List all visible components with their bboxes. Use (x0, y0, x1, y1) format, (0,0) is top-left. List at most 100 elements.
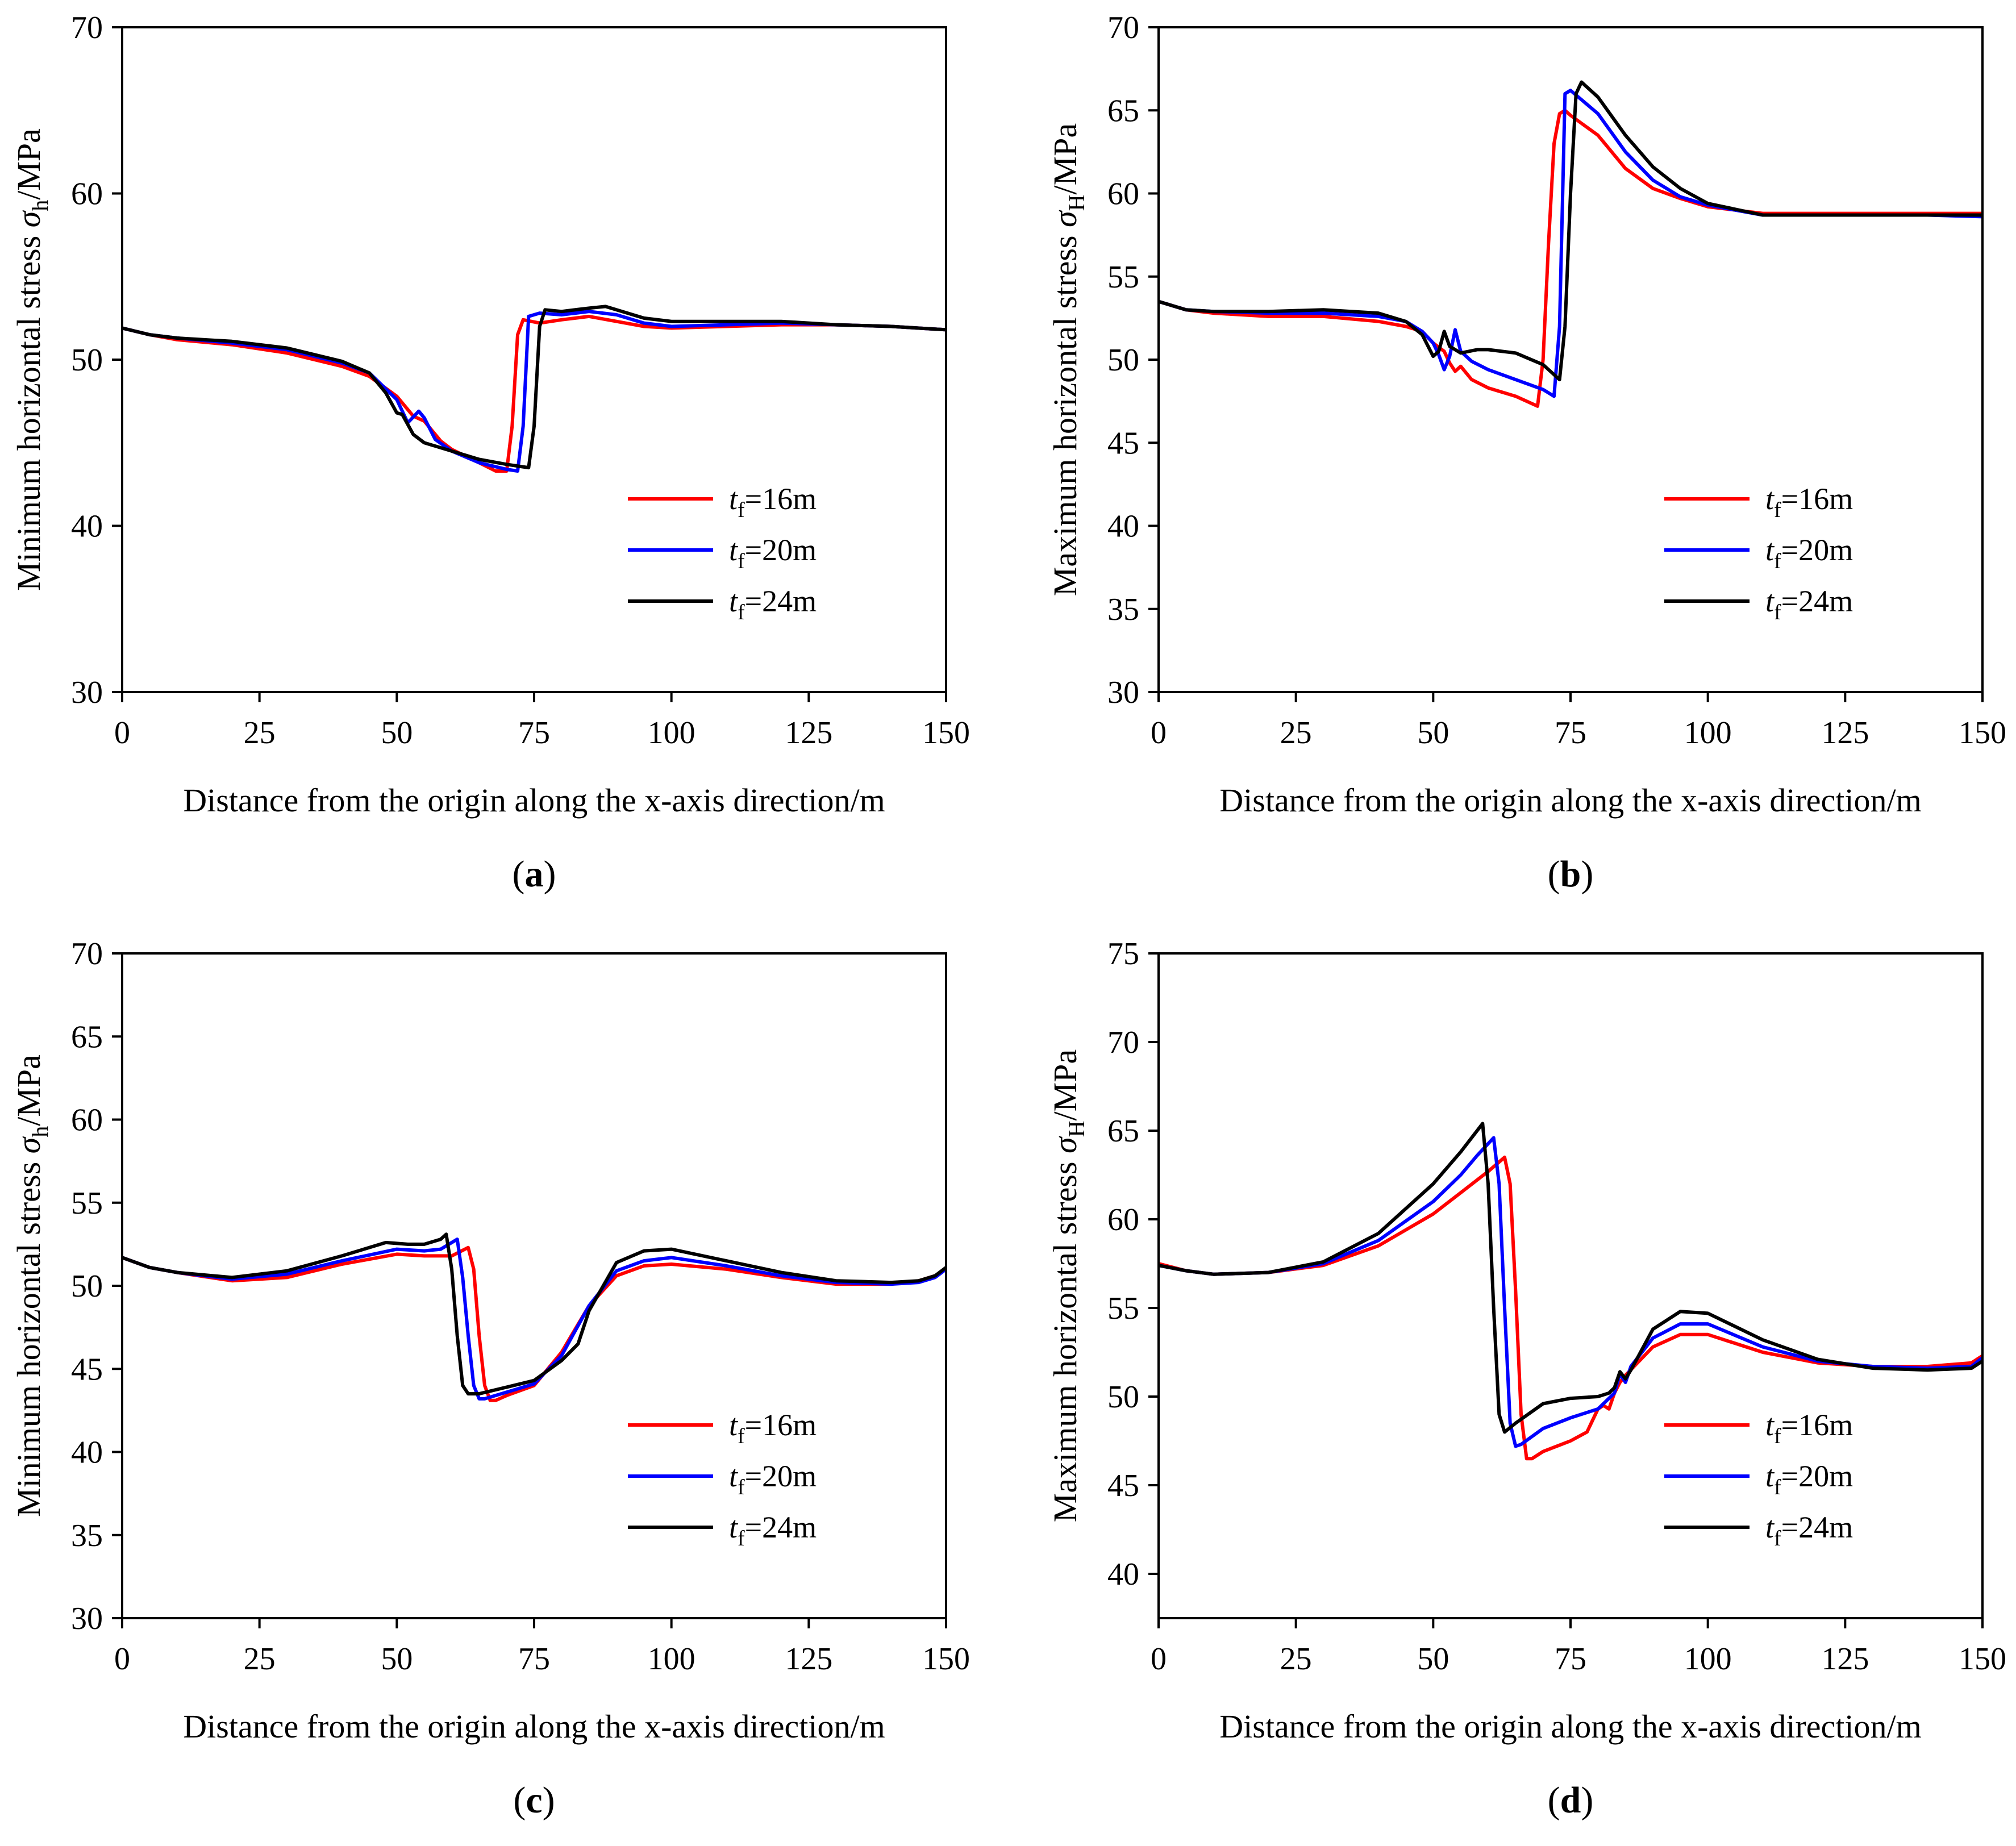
legend-label: tf=20m (1765, 1459, 1853, 1499)
x-tick-label: 125 (785, 715, 832, 751)
x-axis-label: Distance from the origin along the x-axi… (1219, 1708, 1921, 1745)
x-tick-label: 25 (1280, 1641, 1312, 1677)
y-tick-label: 45 (71, 1352, 103, 1387)
x-tick-label: 25 (244, 1641, 276, 1677)
panel-caption: (c) (513, 1780, 555, 1821)
legend-label: tf=20m (1765, 533, 1853, 573)
x-tick-label: 50 (381, 715, 413, 751)
chart-a: 0 25 50 75 100 125 150 30 40 50 60 70 Distance from … (0, 0, 977, 909)
x-tick-label: 125 (1821, 1641, 1869, 1677)
legend-label: tf=24m (1765, 1510, 1853, 1551)
x-tick-label: 150 (922, 1641, 970, 1677)
panel-d: 0 25 50 75 100 125 150 40 45 50 55 60 65 70 75 Distance… (1036, 926, 2014, 1838)
y-tick-label: 50 (71, 343, 103, 378)
y-tick-label: 70 (71, 936, 103, 972)
y-tick-label: 75 (1107, 936, 1139, 972)
y-tick-label: 50 (1107, 1380, 1139, 1415)
x-tick-label: 25 (244, 715, 276, 751)
x-tick-label: 25 (1280, 715, 1312, 751)
x-tick-label: 50 (381, 1641, 413, 1677)
y-tick-label: 60 (71, 177, 103, 212)
y-tick-label: 40 (71, 509, 103, 544)
x-tick-label: 75 (1555, 715, 1586, 751)
series-line-tf-16m (122, 316, 946, 471)
x-tick-label: 150 (922, 715, 970, 751)
y-axis-label: Maximum horizontal stress σH/MPa (1047, 123, 1089, 596)
y-tick-label: 65 (1107, 1114, 1139, 1149)
chart-b: 0 25 50 75 100 125 150 30 35 40 45 50 55 60 65 70 Distan… (1036, 0, 2014, 909)
series-line-tf-16m (122, 1248, 946, 1401)
panel-caption: (a) (513, 853, 556, 895)
series-line-tf-16m (1159, 110, 1982, 406)
series-line-tf-20m (1159, 90, 1982, 396)
chart-c: 0 25 50 75 100 125 150 30 35 40 45 50 55 60 65 70 Distan… (0, 926, 977, 1835)
series-line-tf-24m (122, 1234, 946, 1394)
series-line-tf-20m (122, 311, 946, 471)
y-tick-label: 45 (1107, 1468, 1139, 1503)
legend-label: tf=20m (729, 1459, 817, 1499)
y-tick-label: 65 (1107, 93, 1139, 128)
legend-label: tf=24m (729, 1510, 817, 1551)
series-line-tf-24m (1159, 1124, 1982, 1432)
y-tick-label: 55 (1107, 260, 1139, 295)
y-tick-label: 40 (71, 1435, 103, 1470)
x-axis-label: Distance from the origin along the x-axi… (183, 782, 885, 819)
x-tick-label: 100 (648, 715, 695, 751)
x-tick-label: 100 (648, 1641, 695, 1677)
legend-label: tf=20m (729, 533, 817, 573)
y-tick-label: 40 (1107, 509, 1139, 544)
panel-b: 0 25 50 75 100 125 150 30 35 40 45 50 55 60 65 70 Distan… (1036, 0, 2014, 912)
y-tick-label: 35 (1107, 592, 1139, 627)
x-tick-label: 150 (1959, 1641, 2006, 1677)
x-axis-label: Distance from the origin along the x-axi… (183, 1708, 885, 1745)
y-axis-label: Maximum horizontal stress σH/MPa (1047, 1049, 1089, 1522)
legend-label: tf=24m (1765, 584, 1853, 624)
panel-c: 0 25 50 75 100 125 150 30 35 40 45 50 55 60 65 70 Distan… (0, 926, 977, 1838)
panel-caption: (d) (1548, 1780, 1594, 1821)
plot-frame (122, 953, 946, 1618)
legend-label: tf=16m (729, 482, 817, 522)
legend-label: tf=16m (1765, 1408, 1853, 1448)
plot-frame (1159, 27, 1982, 692)
y-tick-label: 55 (71, 1186, 103, 1221)
y-tick-label: 55 (1107, 1291, 1139, 1326)
y-tick-label: 70 (71, 10, 103, 45)
legend-label: tf=16m (1765, 482, 1853, 522)
y-tick-label: 60 (1107, 1202, 1139, 1237)
x-tick-label: 0 (114, 715, 130, 751)
y-tick-label: 50 (71, 1269, 103, 1304)
x-tick-label: 75 (518, 1641, 550, 1677)
y-tick-label: 50 (1107, 343, 1139, 378)
x-axis-label: Distance from the origin along the x-axi… (1219, 782, 1921, 819)
panel-a: 0 25 50 75 100 125 150 30 40 50 60 70 Distance from … (0, 0, 977, 912)
y-tick-label: 40 (1107, 1557, 1139, 1592)
series-line-tf-24m (1159, 82, 1982, 380)
plot-frame (122, 27, 946, 692)
y-tick-label: 60 (1107, 177, 1139, 212)
x-tick-label: 125 (1821, 715, 1869, 751)
legend-label: tf=24m (729, 584, 817, 624)
x-tick-label: 75 (1555, 1641, 1586, 1677)
y-tick-label: 30 (71, 675, 103, 710)
panel-caption: (b) (1548, 853, 1594, 895)
x-tick-label: 0 (1151, 1641, 1167, 1677)
series-line-tf-20m (122, 1239, 946, 1399)
legend-label: tf=16m (729, 1408, 817, 1448)
x-tick-label: 100 (1684, 1641, 1732, 1677)
y-axis-label: Minimum horizontal stress σh/MPa (10, 1055, 53, 1517)
y-tick-label: 70 (1107, 10, 1139, 45)
chart-d: 0 25 50 75 100 125 150 40 45 50 55 60 65 70 75 Distance… (1036, 926, 2014, 1835)
x-tick-label: 125 (785, 1641, 832, 1677)
x-tick-label: 0 (1151, 715, 1167, 751)
x-tick-label: 0 (114, 1641, 130, 1677)
series-line-tf-16m (1159, 1157, 1982, 1459)
x-tick-label: 50 (1417, 715, 1449, 751)
x-tick-label: 100 (1684, 715, 1732, 751)
y-axis-label: Minimum horizontal stress σh/MPa (10, 128, 53, 591)
plot-frame (1159, 953, 1982, 1618)
y-tick-label: 65 (71, 1019, 103, 1055)
y-tick-label: 60 (71, 1103, 103, 1138)
x-tick-label: 150 (1959, 715, 2006, 751)
y-tick-label: 30 (1107, 675, 1139, 710)
x-tick-label: 75 (518, 715, 550, 751)
